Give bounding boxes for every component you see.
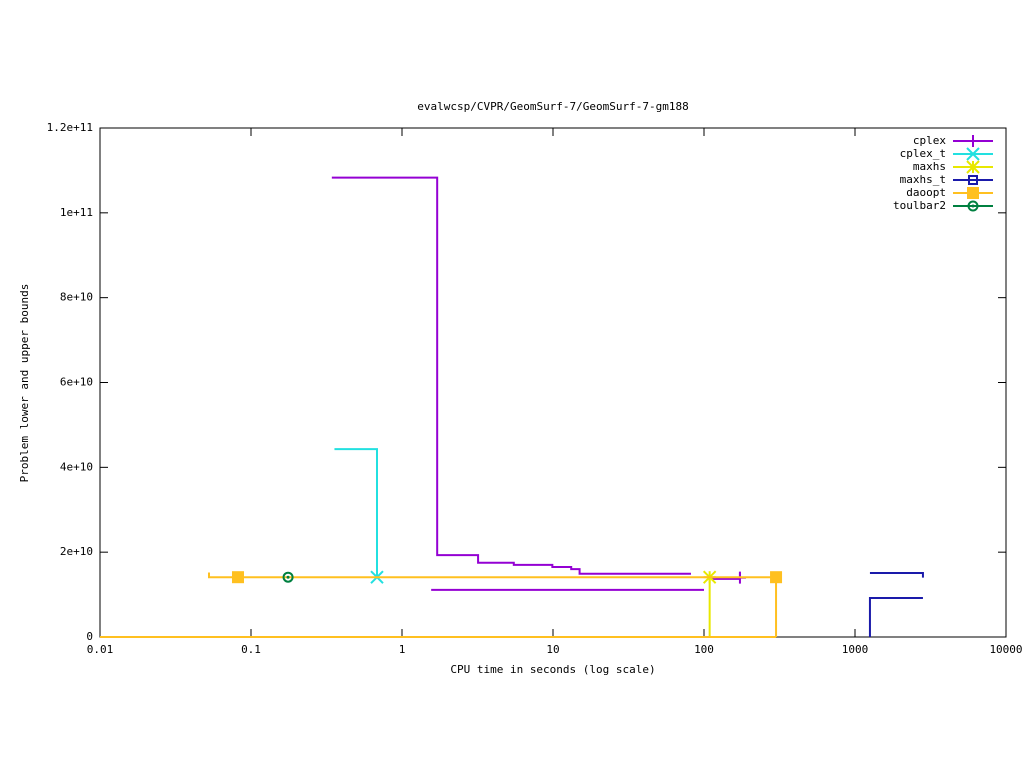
marker-shape — [967, 187, 979, 199]
marker — [770, 571, 783, 584]
y-tick-label: 0 — [86, 630, 93, 643]
marker-shape — [770, 571, 783, 584]
y-tick-label: 6e+10 — [60, 376, 93, 389]
y-tick-label: 2e+10 — [60, 545, 93, 558]
series-line — [334, 448, 378, 578]
series-line — [207, 572, 778, 637]
marker-shape — [286, 575, 290, 579]
marker-shape — [968, 175, 978, 185]
marker-stroke — [966, 147, 980, 161]
y-tick-label: 8e+10 — [60, 291, 93, 304]
marker — [968, 175, 978, 185]
x-axis-label: CPU time in seconds (log scale) — [450, 663, 655, 676]
y-axis-label: Problem lower and upper bounds — [18, 284, 31, 483]
x-tick-label: 100 — [694, 643, 714, 656]
x-tick-label: 1000 — [842, 643, 869, 656]
series-line — [869, 571, 924, 578]
legend-label: maxhs_t — [900, 173, 946, 186]
series-line — [868, 596, 923, 637]
x-tick-label: 0.01 — [87, 643, 114, 656]
marker-shape — [282, 571, 294, 583]
x-tick-label: 10 — [546, 643, 559, 656]
legend-label: toulbar2 — [893, 199, 946, 212]
marker-shape — [231, 571, 244, 584]
marker — [282, 571, 294, 583]
series-line — [331, 176, 691, 575]
marker — [967, 135, 979, 147]
legend-label: maxhs — [913, 160, 946, 173]
chart-title: evalwcsp/CVPR/GeomSurf-7/GeomSurf-7-gm18… — [417, 100, 689, 113]
marker-shape — [967, 200, 979, 212]
legend-label: cplex — [913, 134, 946, 147]
marker — [967, 187, 979, 199]
marker — [966, 147, 980, 161]
y-tick-label: 1e+11 — [60, 206, 93, 219]
marker-shape — [971, 204, 975, 208]
legend-label: daoopt — [906, 186, 946, 199]
marker — [967, 200, 979, 212]
x-tick-label: 0.1 — [241, 643, 261, 656]
marker — [966, 160, 980, 174]
y-tick-label: 4e+10 — [60, 460, 93, 473]
x-tick-label: 1 — [399, 643, 406, 656]
marker — [231, 571, 244, 584]
marker-stroke — [966, 160, 980, 174]
x-tick-label: 10000 — [989, 643, 1022, 656]
y-tick-label: 1.2e+11 — [47, 121, 93, 134]
legend-label: cplex_t — [900, 147, 946, 160]
